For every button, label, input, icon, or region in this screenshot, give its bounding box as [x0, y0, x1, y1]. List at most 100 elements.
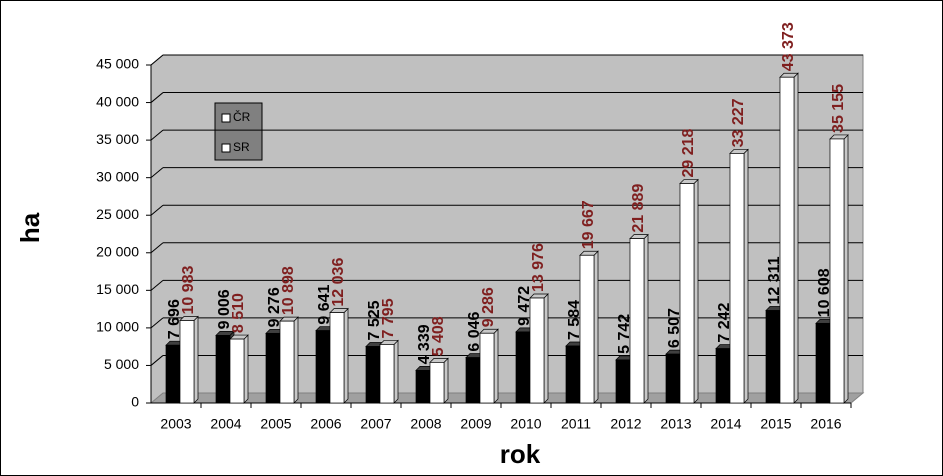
value-label: 21 889 — [630, 184, 647, 233]
value-label: 9 276 — [266, 287, 283, 327]
x-tick-label: 2004 — [210, 416, 241, 432]
bar-side — [243, 334, 249, 404]
x-tick-label: 2007 — [360, 416, 391, 432]
grid-line — [150, 129, 164, 141]
value-label: 7 525 — [366, 300, 383, 340]
bar — [279, 320, 295, 404]
x-tick-label: 2014 — [710, 416, 741, 432]
x-axis-title: rok — [500, 439, 541, 469]
bar-side — [593, 250, 599, 404]
bar — [265, 332, 281, 404]
value-label: 4 339 — [416, 324, 433, 364]
value-label: 9 641 — [316, 284, 333, 324]
bar — [379, 344, 395, 404]
bar-side — [493, 328, 499, 404]
value-label: 19 667 — [580, 200, 597, 249]
bar — [579, 254, 595, 404]
value-label: 6 046 — [466, 311, 483, 351]
value-label: 7 584 — [566, 300, 583, 340]
x-tick-label: 2015 — [760, 416, 791, 432]
x-tick-label: 2003 — [160, 416, 191, 432]
x-tick-label: 2005 — [260, 416, 291, 432]
bar-side — [543, 293, 549, 404]
x-tick-label: 2008 — [410, 416, 441, 432]
bar — [465, 357, 481, 404]
value-label: 7 242 — [716, 302, 733, 342]
bar — [479, 332, 495, 404]
x-tick-label: 2009 — [460, 416, 491, 432]
grid-line — [150, 204, 164, 216]
bar — [815, 322, 831, 404]
x-tick-label: 2016 — [810, 416, 841, 432]
y-tick-label: 15 000 — [96, 281, 139, 297]
x-tick-label: 2010 — [510, 416, 541, 432]
plot-floor — [149, 392, 865, 404]
y-tick-label: 20 000 — [96, 243, 139, 259]
grid-line — [150, 242, 164, 254]
bar-side — [843, 134, 849, 404]
value-label: 29 218 — [680, 129, 697, 178]
value-label: 13 976 — [530, 243, 547, 292]
bar — [329, 312, 345, 404]
bar — [765, 310, 781, 404]
bar — [629, 238, 645, 404]
bar-side — [793, 72, 799, 404]
value-label: 5 742 — [616, 314, 633, 354]
bar — [315, 330, 331, 404]
y-tick-label: 5 000 — [104, 356, 139, 372]
value-label: 5 408 — [430, 316, 447, 356]
grid-line — [150, 54, 164, 66]
bar — [729, 153, 745, 404]
y-tick-label: 25 000 — [96, 206, 139, 222]
value-label: 7 795 — [380, 298, 397, 338]
value-label: 9 006 — [216, 289, 233, 329]
bar-side — [193, 315, 199, 404]
value-label: 10 608 — [816, 268, 833, 317]
value-label: 7 696 — [166, 299, 183, 339]
bar — [365, 346, 381, 404]
y-tick-label: 0 — [131, 394, 139, 410]
grid-line — [150, 355, 164, 366]
bar — [615, 359, 631, 404]
grid-line — [150, 279, 164, 291]
bar — [565, 345, 581, 404]
value-label: 10 983 — [180, 265, 197, 314]
bar-side — [643, 233, 649, 404]
bar — [665, 353, 681, 404]
y-tick-label: 10 000 — [96, 319, 139, 335]
bar — [179, 320, 195, 404]
x-tick-label: 2006 — [310, 416, 341, 432]
bar — [829, 138, 845, 404]
bar — [229, 338, 245, 404]
value-label: 43 373 — [780, 22, 797, 71]
y-tick-label: 40 000 — [96, 93, 139, 109]
x-tick-label: 2013 — [660, 416, 691, 432]
y-axis-title: ha — [15, 212, 45, 243]
legend-swatch — [221, 143, 231, 153]
y-tick-label: 30 000 — [96, 168, 139, 184]
legend: ČR SR — [214, 102, 263, 161]
grid-line — [150, 317, 164, 329]
x-tick-label: 2012 — [610, 416, 641, 432]
bar-side — [743, 148, 749, 404]
bar — [515, 331, 531, 404]
value-label: 12 036 — [330, 258, 347, 307]
bar-side — [443, 357, 449, 404]
value-label: 35 155 — [830, 84, 847, 133]
bar — [529, 297, 545, 404]
bar — [679, 183, 695, 404]
value-label: 8 510 — [230, 293, 247, 333]
value-label: 6 507 — [666, 308, 683, 348]
y-tick-label: 45 000 — [96, 56, 139, 72]
grid-line — [150, 92, 164, 103]
value-label: 10 898 — [280, 266, 297, 315]
bar — [779, 76, 795, 404]
legend-label: ČR — [233, 109, 251, 124]
bar-side — [393, 339, 399, 404]
value-label: 9 286 — [480, 287, 497, 327]
bar — [429, 362, 445, 404]
bar — [415, 370, 431, 404]
bar-side — [343, 307, 349, 404]
bar — [165, 344, 181, 404]
